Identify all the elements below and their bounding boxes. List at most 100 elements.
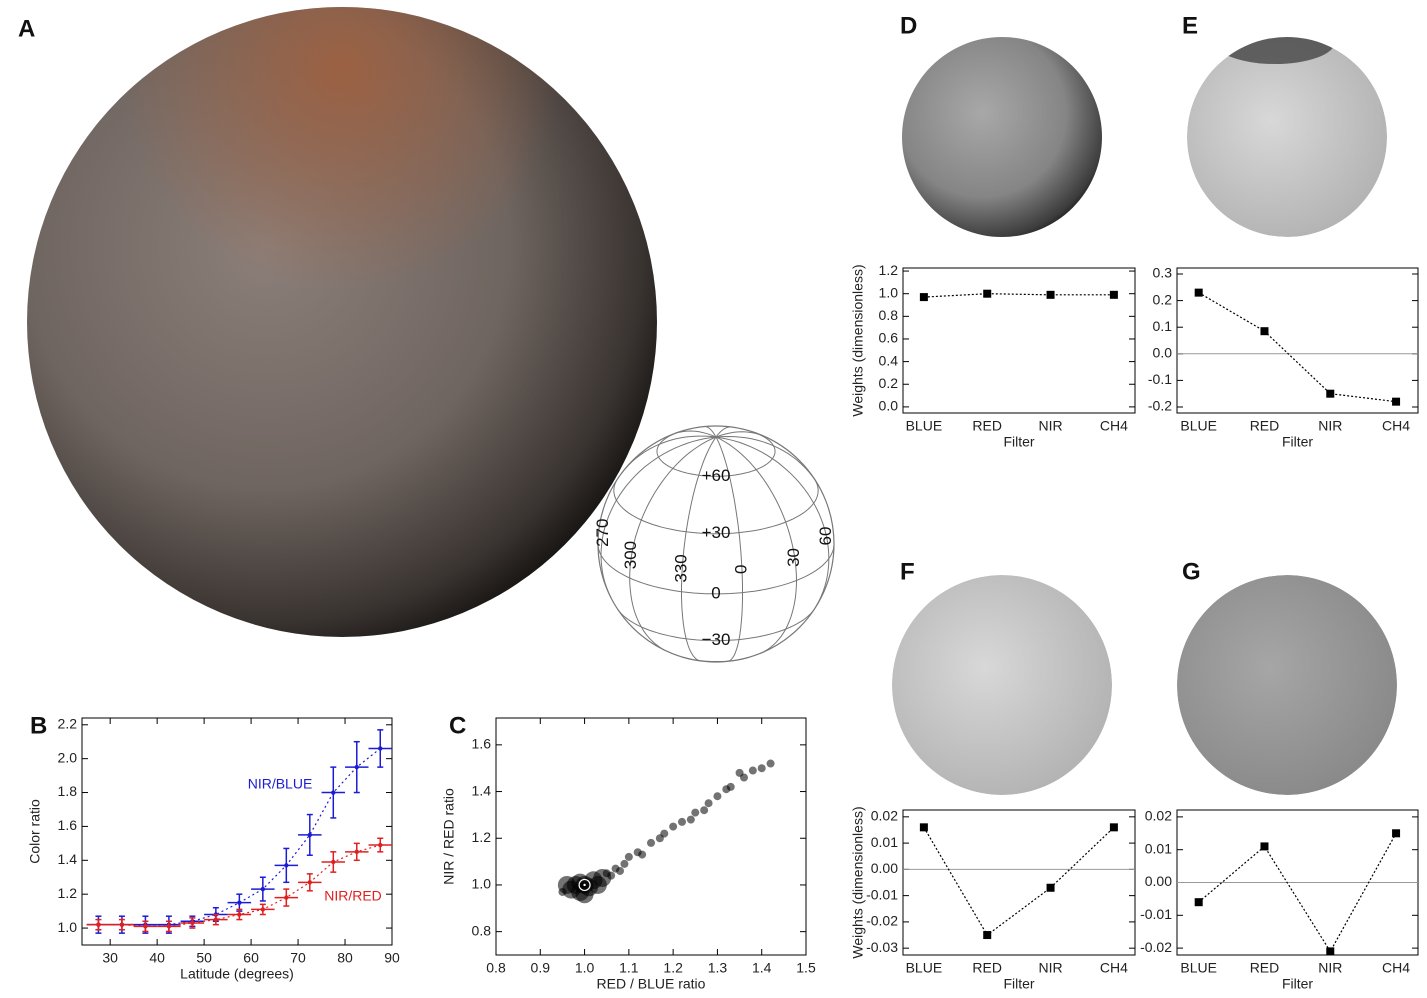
x-tick-label: BLUE (1180, 418, 1217, 434)
point (307, 832, 313, 838)
y-tick-label: -0.2 (1148, 398, 1172, 414)
globe-longitude-label: 0 (731, 565, 750, 574)
y-axis-label: Weights (dimensionless) (850, 806, 866, 958)
y-tick-label: 0.0 (1153, 345, 1173, 361)
pc3-image (892, 575, 1112, 795)
point (983, 289, 992, 298)
x-tick-label: RED (1250, 418, 1280, 434)
x-tick-label: 1.5 (796, 960, 816, 976)
globe-meridian (715, 435, 819, 486)
point (1109, 823, 1118, 832)
center-dot (583, 883, 586, 887)
point (1046, 290, 1055, 299)
point (119, 922, 125, 927)
globe-meridian (675, 430, 717, 438)
y-tick-label: 0.3 (1153, 265, 1173, 281)
globe-parallel (597, 544, 835, 595)
y-axis-label: Weights (dimensionless) (850, 264, 866, 416)
x-tick-label: 1.3 (708, 960, 728, 976)
globe-meridian (681, 436, 717, 662)
y-tick-label: 0.1 (1153, 318, 1173, 334)
y-tick-label: 1.8 (58, 783, 78, 799)
globe-longitude-label: 30 (784, 548, 803, 567)
x-axis-label: Latitude (degrees) (180, 966, 294, 982)
panel-label: F (900, 558, 915, 585)
x-tick-label: 1.4 (752, 960, 772, 976)
y-tick-label: 1.6 (58, 817, 78, 833)
x-tick-label: 1.1 (619, 960, 639, 976)
x-tick-label: 50 (196, 950, 212, 966)
y-tick-label: 0.02 (871, 808, 898, 824)
y-tick-label: -0.03 (866, 939, 898, 955)
x-tick-label: BLUE (1180, 960, 1217, 976)
point (354, 849, 359, 855)
globe-meridian (715, 436, 798, 655)
globe-meridian (715, 431, 764, 438)
globe-longitude-label: 300 (621, 541, 640, 569)
x-tick-label: 60 (243, 950, 259, 966)
globe-meridian (629, 436, 717, 651)
x-tick-label: CH4 (1100, 960, 1128, 976)
series-line (923, 293, 1114, 298)
x-tick-label: RED (972, 960, 1002, 976)
globe-meridian (715, 436, 743, 662)
x-tick-label: 0.8 (486, 960, 506, 976)
x-tick-label: 80 (337, 950, 353, 966)
center-marker (578, 878, 591, 892)
y-tick-label: 0.01 (1145, 840, 1172, 856)
y-tick-label: 1.0 (472, 876, 492, 892)
series-line (923, 826, 1115, 936)
y-tick-label: -0.1 (1148, 371, 1172, 387)
x-tick-label: CH4 (1100, 418, 1128, 434)
panel-label: C (449, 712, 466, 739)
x-tick-label: BLUE (906, 418, 943, 434)
globe-latitude-label: 0 (711, 583, 720, 602)
point (919, 823, 928, 832)
pc4-image (1177, 575, 1397, 795)
point (143, 924, 148, 929)
x-tick-label: 30 (102, 950, 118, 966)
point (624, 852, 633, 861)
point (607, 871, 616, 880)
point (669, 822, 678, 831)
point (284, 895, 289, 900)
plot-frame (495, 717, 807, 956)
y-axis-label: Color ratio (27, 799, 43, 864)
series-line (1198, 292, 1397, 403)
y-tick-label: 0.00 (871, 860, 898, 876)
x-tick-label: 90 (384, 950, 400, 966)
panel-label: E (1182, 12, 1198, 39)
point (166, 924, 172, 929)
globe-parallel (617, 609, 815, 642)
globe-meridian (621, 435, 717, 474)
x-tick-label: NIR (1038, 418, 1062, 434)
plot-frame (81, 717, 393, 946)
planet-red-cap (27, 7, 657, 637)
x-axis-label: Filter (1282, 434, 1313, 450)
x-tick-label: NIR (1318, 418, 1342, 434)
point (1326, 947, 1335, 956)
x-tick-label: 70 (290, 950, 306, 966)
x-tick-label: 40 (149, 950, 165, 966)
y-tick-label: 0.2 (879, 375, 899, 391)
x-tick-label: 0.9 (531, 960, 551, 976)
x-tick-label: RED (1250, 960, 1280, 976)
point (919, 293, 928, 302)
point (722, 785, 731, 794)
pc1-image (902, 37, 1102, 237)
point (260, 907, 266, 912)
y-tick-label: 0.6 (879, 330, 899, 346)
globe-latitude-label: +60 (702, 466, 731, 485)
y-tick-label: 1.0 (58, 919, 78, 935)
point (757, 764, 766, 773)
y-tick-label: -0.02 (866, 913, 898, 929)
point (557, 875, 576, 894)
y-tick-label: 0.0 (879, 398, 899, 414)
x-tick-label: BLUE (906, 960, 943, 976)
y-tick-label: 1.2 (58, 885, 78, 901)
point (700, 806, 709, 815)
globe-parallel (682, 656, 750, 662)
point (686, 815, 695, 824)
point (1194, 288, 1203, 297)
point (213, 917, 219, 922)
